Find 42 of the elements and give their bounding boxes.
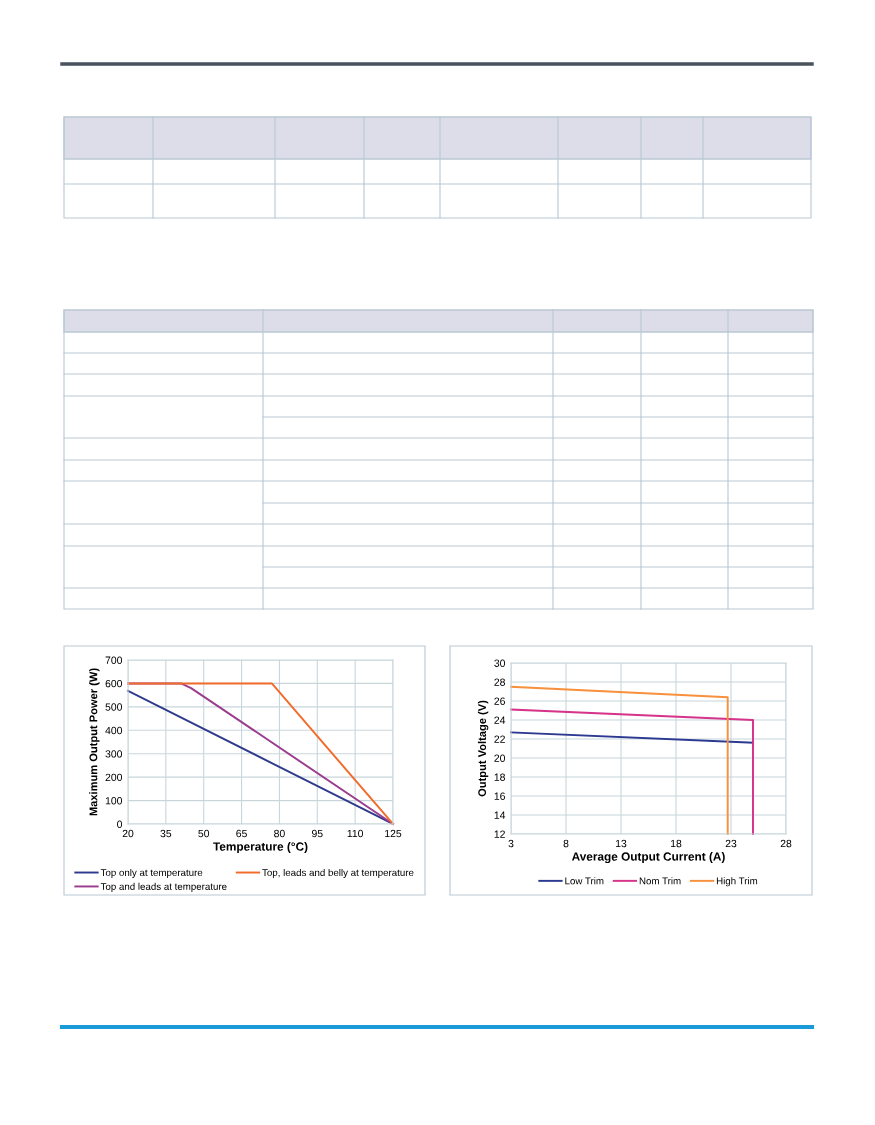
legend-label: Top, leads and belly at temperature [262,868,414,878]
x-tick-label: 110 [347,829,364,838]
y-tick-label: 30 [494,659,506,667]
x-tick-label: 28 [780,839,792,848]
y-tick-label: 400 [105,726,123,735]
x-tick-label: 35 [160,829,172,838]
legend-label: Top only at temperature [100,868,203,878]
y-tick-label: 600 [105,679,123,688]
x-tick-label: 65 [236,829,247,838]
x-tick-label: 50 [198,829,210,838]
y-tick-label: 14 [494,811,506,819]
x-tick-label: 8 [563,839,569,848]
x-tick-label: 80 [274,829,285,838]
x-tick-label: 18 [671,839,682,848]
x-tick-label: 3 [508,839,514,848]
legend-label: Nom Trim [639,877,681,885]
y-tick-label: 0 [117,820,123,828]
y-tick-label: 100 [105,797,123,805]
y-tick-label: 18 [494,773,505,781]
y-tick-label: 700 [105,656,123,664]
y-tick-label: 24 [494,716,506,724]
x-tick-label: 13 [616,839,627,848]
x-tick-label: 23 [725,839,737,848]
y-tick-label: 500 [105,703,123,711]
x-tick-label: 125 [385,829,402,838]
y-tick-label: 28 [494,678,505,686]
y-tick-label: 26 [494,697,505,705]
y-tick-label: 300 [105,750,123,758]
legend-label: Top and leads at temperature [100,882,227,892]
y-tick-label: 200 [105,773,123,782]
x-tick-label: 95 [311,829,323,838]
y-tick-label: 20 [494,754,506,762]
legend-label: High Trim [716,877,758,887]
x-axis-title: Average Output Current (A) [571,852,725,864]
y-axis-title: Output Voltage (V) [477,700,489,797]
y-axis-title: Maximum Output Power (W) [89,668,100,816]
legend-label: Low Trim [565,877,604,885]
x-tick-label: 20 [122,829,134,838]
x-axis-title: Temperature (°C) [213,842,308,854]
y-tick-label: 22 [494,735,505,743]
y-tick-label: 16 [494,792,505,800]
y-tick-label: 12 [494,830,505,838]
